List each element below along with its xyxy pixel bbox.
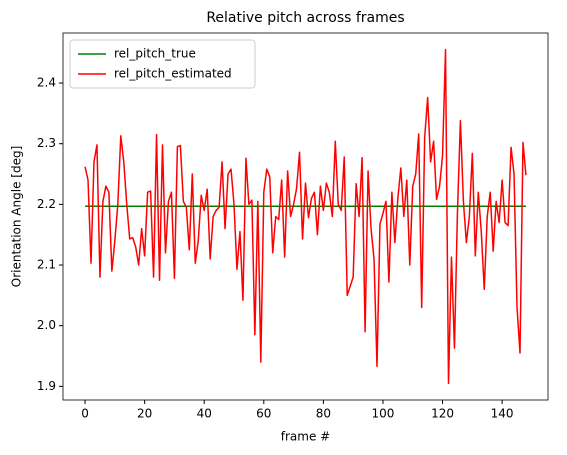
x-tick-label: 20	[137, 407, 152, 421]
x-tick-label: 100	[372, 407, 395, 421]
legend-box	[69, 39, 256, 89]
y-tick-label: 2.4	[37, 76, 56, 90]
y-tick-label: 2.3	[37, 136, 56, 150]
y-tick-label: 1.9	[37, 379, 56, 393]
y-tick-label: 2.2	[37, 197, 56, 211]
x-tick-label: 140	[491, 407, 514, 421]
data-line	[84, 48, 527, 385]
y-axis-label: Orientation Angle [deg]	[10, 146, 24, 288]
x-tick-label: 120	[431, 407, 454, 421]
y-tick-label: 2.1	[37, 258, 56, 272]
x-axis-label: frame #	[281, 430, 330, 444]
x-tick-label: 60	[256, 407, 271, 421]
y-tick-label: 2.0	[37, 318, 56, 332]
x-tick-label: 0	[81, 407, 89, 421]
x-tick-label: 80	[316, 407, 331, 421]
axes-frame	[62, 32, 549, 401]
x-tick-label: 40	[197, 407, 212, 421]
legend-label: rel_pitch_true	[114, 47, 196, 61]
chart-title: Relative pitch across frames	[206, 10, 404, 26]
legend-label: rel_pitch_estimated	[114, 67, 232, 81]
